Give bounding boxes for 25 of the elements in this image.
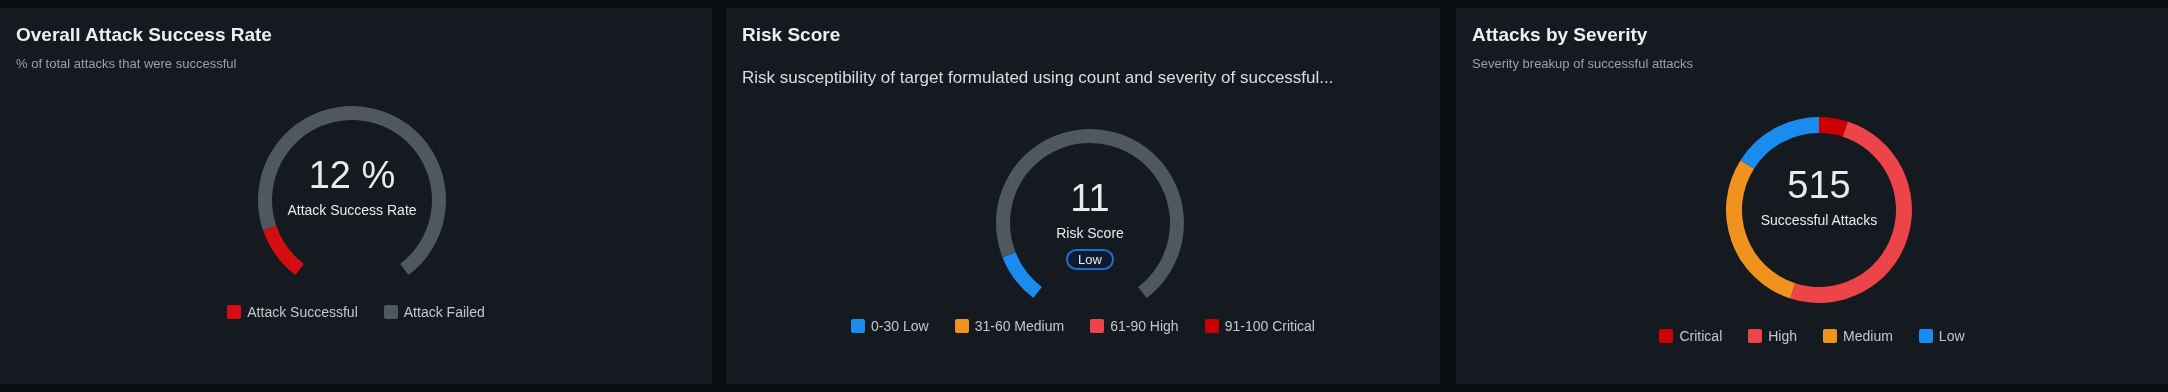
legend-label: Medium	[1843, 328, 1893, 344]
text: Low	[1066, 249, 1114, 270]
legend-label: Attack Failed	[403, 304, 485, 320]
legend-label: 31-60 Medium	[974, 318, 1065, 334]
text: Successful Attacks	[1759, 212, 1879, 228]
chart-subtitle: Risk susceptibility of target formulated using count and severity of successful...	[742, 68, 1334, 88]
legend-label: High	[1768, 328, 1798, 344]
chart-title: Attacks by Severity	[1472, 24, 1648, 46]
text: 11	[1069, 176, 1111, 221]
donut-slice	[1740, 117, 1819, 169]
text: 515	[1786, 163, 1852, 208]
legend-label: 0-30 Low	[871, 318, 929, 334]
donut-slice	[1819, 117, 1848, 137]
legend-label: Critical	[1679, 328, 1723, 344]
text: Attack Success Rate	[286, 202, 418, 218]
text: 12 %	[307, 153, 397, 198]
chart-title: Risk Score	[742, 24, 841, 46]
legend-label: 61-90 High	[1110, 318, 1179, 334]
legend-label: Low	[1938, 328, 1965, 344]
chart-subtitle: % of total attacks that were successful	[16, 56, 237, 71]
legend-label: 91-100 Critical	[1224, 318, 1315, 334]
legend-label: Attack Successful	[247, 304, 358, 320]
chart-title: Overall Attack Success Rate	[16, 24, 272, 46]
text: Risk Score	[1055, 225, 1125, 241]
chart-subtitle: Severity breakup of successful attacks	[1472, 56, 1694, 71]
